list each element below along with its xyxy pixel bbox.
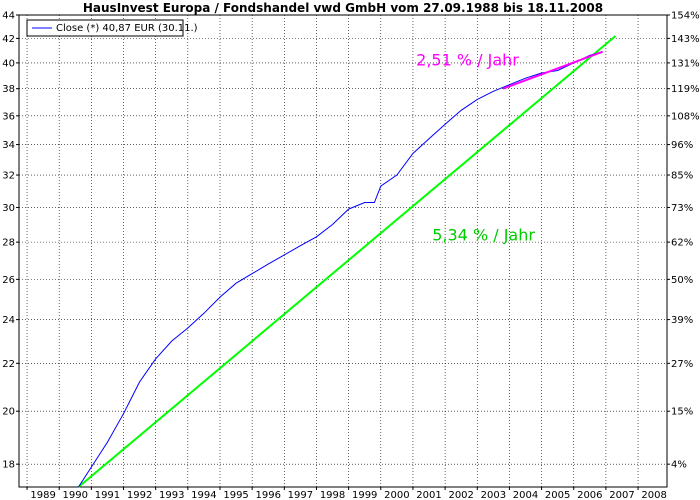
x-tick-label: 1997: [288, 490, 313, 500]
y-tick-label: 38: [2, 84, 15, 95]
y2-tick-label: 119%: [671, 84, 700, 95]
y-tick-label: 18: [2, 460, 15, 471]
y2-tick-label: 27%: [671, 359, 693, 370]
series-layer: [77, 35, 617, 488]
x-tick-label: 1999: [352, 490, 377, 500]
y2-tick-label: 73%: [671, 203, 693, 214]
axis-layer: 18 20 22 24 26 28 30 32 34 36 38 40 42 44 4% 15% 27% 39% 5…: [2, 11, 699, 500]
y-tick-label: 36: [2, 111, 15, 122]
x-tick-label: 1991: [95, 490, 120, 500]
x-tick-label: 1996: [256, 490, 281, 500]
annotation-layer: 2,51 % / Jahr 5,34 % / Jahr: [416, 50, 535, 244]
legend-label: Close (*) 40,87 EUR (30.11.): [56, 23, 198, 34]
x-tick-label: 1994: [191, 490, 216, 500]
y-tick-label: 26: [2, 275, 15, 286]
x-tick-label: 2007: [609, 490, 634, 500]
trend-line-green: [77, 35, 617, 488]
y-tick-label: 34: [2, 140, 15, 151]
y-tick-label: 24: [2, 315, 15, 326]
x-tick-label: 2004: [513, 490, 538, 500]
grid-layer: [19, 14, 667, 487]
x-tick-label: 2003: [481, 490, 506, 500]
series-line-close: [78, 51, 603, 488]
y-tick-label: 28: [2, 238, 15, 249]
y2-tick-label: 4%: [671, 460, 687, 471]
x-tick-label: 1995: [223, 490, 248, 500]
y-tick-label: 44: [2, 11, 15, 22]
chart-title: HausInvest Europa / Fondshandel vwd GmbH…: [83, 1, 603, 15]
plot-area: [18, 14, 668, 488]
y2-tick-label: 143%: [671, 34, 700, 45]
x-tick-label: 1989: [30, 490, 55, 500]
y2-tick-label: 96%: [671, 140, 693, 151]
y2-tick-label: 39%: [671, 315, 693, 326]
y-tick-label: 42: [2, 34, 15, 45]
y2-tick-label: 154%: [671, 11, 700, 22]
x-tick-label: 2005: [545, 490, 570, 500]
x-tick-label: 2000: [384, 490, 409, 500]
y-tick-label: 22: [2, 359, 15, 370]
y-tick-label: 20: [2, 407, 15, 418]
x-tick-label: 2006: [577, 490, 602, 500]
x-tick-label: 2008: [641, 490, 666, 500]
x-tick-label: 2002: [448, 490, 473, 500]
x-tick-label: 1992: [127, 490, 152, 500]
y2-tick-label: 50%: [671, 275, 693, 286]
y2-tick-label: 85%: [671, 171, 693, 182]
y-tick-label: 30: [2, 203, 15, 214]
y2-tick-label: 62%: [671, 238, 693, 249]
annotation-label: 5,34 % / Jahr: [432, 225, 535, 244]
annotation-label: 2,51 % / Jahr: [416, 50, 519, 69]
legend: Close (*) 40,87 EUR (30.11.): [26, 19, 198, 37]
x-tick-label: 2001: [416, 490, 441, 500]
y2-tick-label: 108%: [671, 111, 700, 122]
trend-line-magenta: [502, 50, 604, 90]
y-tick-label: 32: [2, 171, 15, 182]
x-tick-label: 1998: [320, 490, 345, 500]
y2-tick-label: 131%: [671, 58, 700, 69]
legend-box: [26, 19, 184, 37]
x-tick-label: 1993: [159, 490, 184, 500]
y-tick-label: 40: [2, 58, 15, 69]
x-tick-label: 1990: [63, 490, 88, 500]
y2-tick-label: 15%: [671, 407, 693, 418]
